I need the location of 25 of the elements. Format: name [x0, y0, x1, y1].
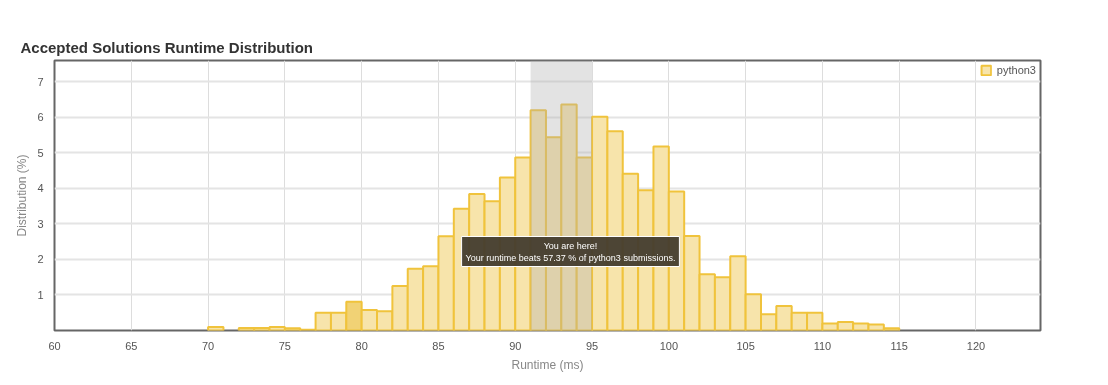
x-tick-label: 85	[432, 339, 445, 352]
annotation: You are here! Your runtime beats 57.37 % of python3 submissions.	[465, 240, 676, 263]
x-tick-label: 70	[201, 339, 215, 352]
x-tick-label: 95	[585, 339, 599, 352]
x-tick-label: 65	[125, 339, 138, 352]
x-tick-label: 90	[509, 339, 522, 352]
x-tick-label: 120	[966, 339, 986, 352]
x-tick-label: 60	[48, 339, 61, 352]
chart-title: Accepted Solutions Runtime Distribution	[20, 38, 314, 56]
x-axis-title: Runtime (ms)	[511, 357, 584, 372]
y-axis-title: Distribution (%)	[15, 154, 30, 237]
y-tick-label: 4	[37, 182, 44, 195]
x-tick-label: 100	[659, 339, 679, 352]
x-tick-label: 115	[890, 339, 908, 352]
y-tick-label: 6	[37, 111, 44, 124]
y-tick-label: 7	[37, 75, 44, 88]
x-tick-label: 75	[278, 339, 292, 352]
y-tick-label: 1	[37, 288, 44, 301]
x-tick-label: 80	[355, 339, 368, 352]
x-tick-label: 110	[813, 339, 832, 352]
y-tick-label: 2	[37, 253, 44, 266]
y-tick-label: 3	[37, 217, 44, 230]
legend-label: python3	[996, 64, 1036, 76]
y-tick-label: 5	[37, 146, 44, 159]
x-tick-label: 105	[736, 339, 755, 352]
